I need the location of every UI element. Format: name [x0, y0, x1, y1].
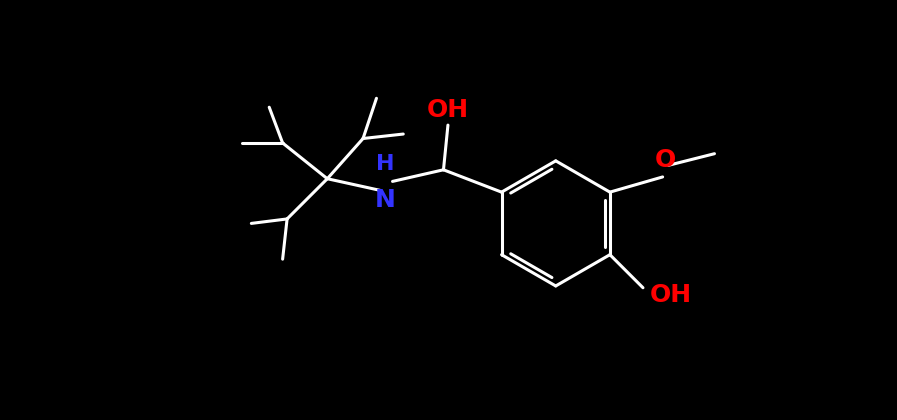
Text: OH: OH — [650, 283, 692, 307]
Text: N: N — [375, 188, 396, 212]
Text: O: O — [655, 148, 676, 173]
Text: OH: OH — [427, 98, 469, 122]
Text: H: H — [376, 154, 395, 174]
